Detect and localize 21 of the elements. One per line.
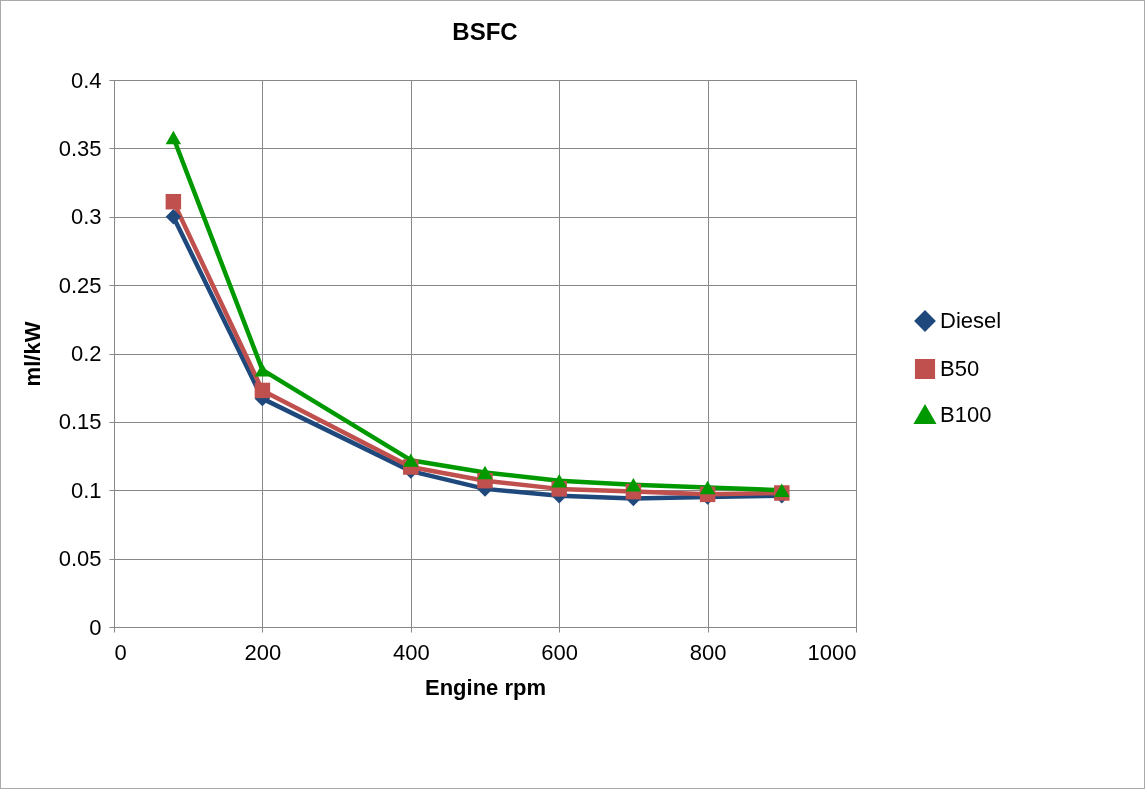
y-tick-label: 0.15: [58, 409, 102, 435]
y-tick-label: 0.25: [58, 272, 102, 298]
chart-title: BSFC: [452, 18, 518, 45]
x-tick-label: 200: [244, 639, 282, 665]
y-tick-label: 0.4: [70, 67, 102, 93]
legend-label: B100: [940, 402, 992, 427]
x-tick-label: 0: [114, 639, 127, 665]
x-tick-label: 800: [689, 639, 727, 665]
legend-label: B50: [940, 356, 980, 381]
y-tick-label: 0.3: [70, 204, 102, 230]
y-axis-title: ml/kW: [19, 321, 45, 387]
x-axis-title: Engine rpm: [424, 674, 547, 700]
y-tick-label: 0.1: [70, 477, 102, 503]
x-tick-label: 1000: [807, 639, 857, 665]
y-tick-label: 0.35: [58, 135, 102, 161]
x-tick-label: 400: [392, 639, 430, 665]
y-tick-label: 0.05: [58, 546, 102, 572]
y-tick-label: 0.2: [70, 341, 102, 366]
legend-label: Diesel: [940, 308, 1002, 333]
y-tick-label: 0: [89, 614, 102, 640]
x-tick-label: 600: [541, 639, 579, 665]
